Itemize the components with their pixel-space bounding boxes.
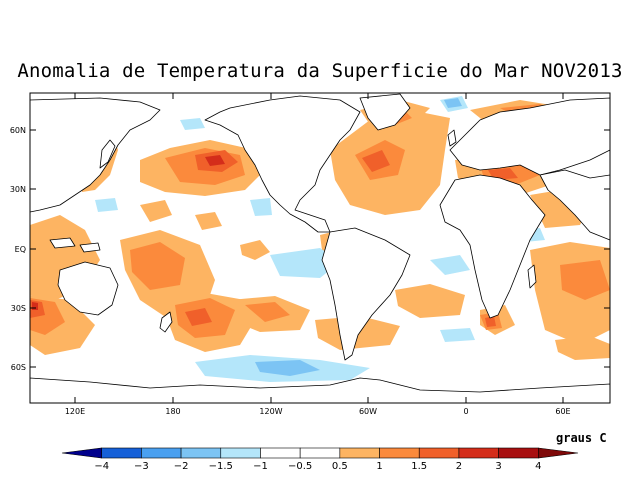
longitude-axis: 120E 180 120W 60W 0 60E (65, 93, 571, 416)
colorbar-level-label: 4 (535, 461, 541, 472)
colorbar: −4 −3 −2 −1.5 −1 −0.5 0.5 1 1.5 2 3 4 (61, 447, 579, 472)
colorbar-swatch (379, 447, 420, 459)
colorbar-swatch (339, 447, 380, 459)
north-america (204, 95, 361, 233)
lon-label: 180 (165, 407, 180, 416)
units-label: graus C (556, 431, 607, 445)
colorbar-level-label: −2 (174, 461, 189, 472)
colorbar-level-label: 1.5 (411, 461, 427, 472)
colorbar-swatch (180, 447, 222, 459)
lon-label: 0 (463, 407, 468, 416)
lon-label: 120E (65, 407, 85, 416)
colorbar-swatch (101, 447, 142, 459)
colorbar-swatch (498, 447, 539, 459)
colorbar-swatch (299, 447, 341, 459)
coastlines (29, 93, 611, 404)
africa (439, 174, 546, 319)
colorbar-swatch (141, 447, 182, 459)
colorbar-level-label: −0.5 (288, 461, 312, 472)
lat-label: 60N (10, 126, 26, 135)
south-america (321, 227, 411, 361)
europe (449, 97, 611, 176)
lat-label: 30N (10, 185, 26, 194)
colorbar-swatch (260, 447, 301, 459)
new-guinea (79, 242, 101, 253)
colorbar-swatch (458, 447, 499, 459)
colorbar-level-label: 3 (495, 461, 501, 472)
lat-label: 30S (11, 304, 26, 313)
lon-label: 60W (359, 407, 377, 416)
australia (57, 261, 119, 316)
map-frame (29, 92, 611, 404)
indonesia-islands (49, 237, 76, 249)
lat-label: 60S (11, 363, 26, 372)
asia (29, 97, 161, 213)
lat-label: EQ (15, 245, 26, 254)
latitude-axis: 60N 30N EQ 30S 60S (10, 126, 610, 372)
colorbar-level-label: −1.5 (209, 461, 233, 472)
greenland (359, 93, 411, 131)
japan (99, 139, 116, 169)
map-title: Anomalia de Temperatura da Superficie do… (17, 60, 623, 82)
lon-label: 120W (259, 407, 282, 416)
colorbar-level-label: 2 (456, 461, 462, 472)
asia-east (539, 169, 611, 241)
colorbar-swatch (418, 447, 460, 459)
colorbar-swatch (220, 447, 261, 459)
colorbar-swatch (538, 447, 579, 459)
new-zealand (159, 311, 173, 333)
colorbar-level-label: −1 (253, 461, 268, 472)
lon-label: 60E (555, 407, 570, 416)
colorbar-swatch (61, 447, 102, 459)
british-isles (447, 129, 457, 147)
colorbar-level-label: −4 (94, 461, 109, 472)
colorbar-level-label: 0.5 (332, 461, 348, 472)
colorbar-level-label: 1 (376, 461, 382, 472)
colorbar-level-label: −3 (134, 461, 149, 472)
madagascar (527, 264, 537, 289)
cool-anomaly-level2 (255, 98, 462, 376)
